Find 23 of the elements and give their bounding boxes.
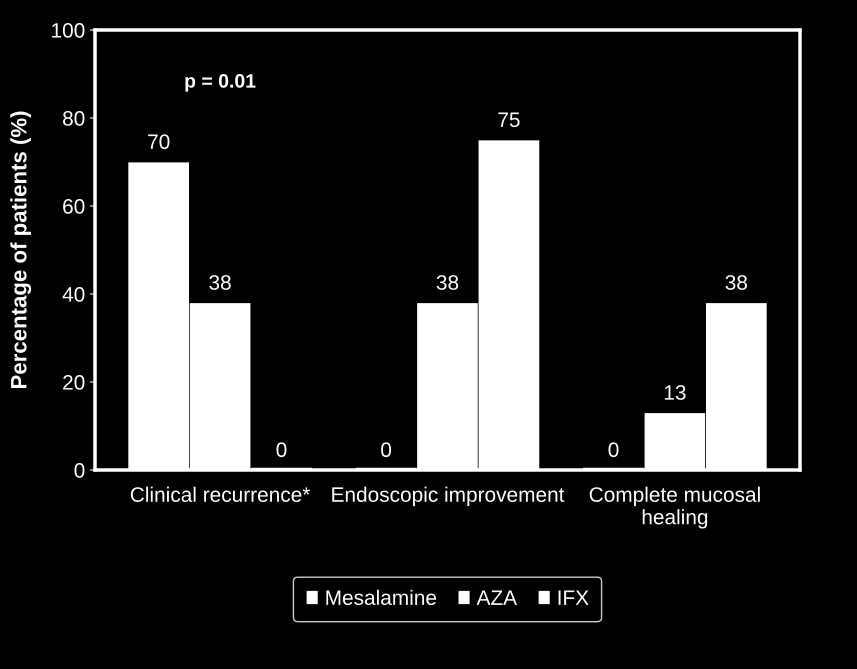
data-label: 70	[148, 134, 170, 150]
data-label: 38	[209, 275, 231, 290]
data-label: 13	[664, 385, 686, 400]
data-label: 0	[608, 442, 618, 458]
y-tick-label: 100	[52, 23, 84, 38]
y-tick-label: 20	[63, 375, 84, 390]
x-tick-label: Complete mucosal healing	[590, 486, 760, 529]
y-tick-label: 60	[63, 199, 84, 214]
annotation: p = 0.01	[185, 74, 256, 92]
legend-label: Mesalamine	[326, 590, 436, 606]
y-tick-label: 80	[63, 111, 84, 126]
data-label: 0	[276, 442, 286, 458]
data-label: 75	[498, 112, 520, 128]
data-label: 38	[726, 275, 748, 290]
x-tick-label: Clinical recurrence*	[130, 486, 310, 502]
x-tick-label: Endoscopic improvement	[332, 486, 564, 506]
y-tick-label: 0	[74, 463, 84, 478]
data-label: 38	[436, 275, 458, 290]
legend-label: IFX	[558, 590, 589, 605]
y-tick-label: 40	[62, 287, 84, 302]
data-label: 0	[381, 442, 392, 458]
y-axis-title: Percentage of patients (%)	[10, 112, 32, 388]
legend-label: AZA	[476, 590, 518, 605]
